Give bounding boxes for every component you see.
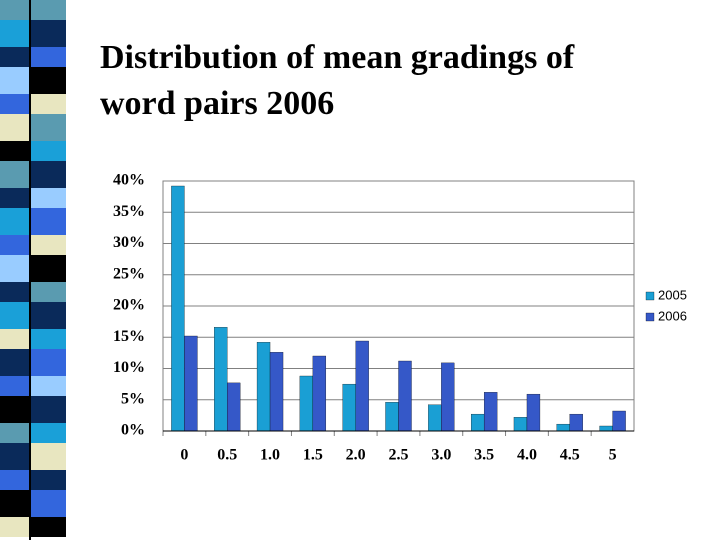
strip-block [0, 235, 30, 255]
strip-block [0, 0, 30, 20]
bar [556, 423, 570, 432]
strip-block [0, 141, 30, 161]
bar [385, 402, 399, 432]
strip-block [0, 302, 30, 329]
strip-block [0, 67, 30, 94]
legend-label: 2005 [658, 287, 687, 302]
strip-block [0, 47, 30, 67]
strip-block [0, 349, 30, 376]
strip-block [0, 443, 30, 470]
y-tick-label: 15% [113, 328, 145, 345]
strip-block [0, 161, 30, 188]
x-tick-label: 3.0 [431, 447, 451, 464]
y-tick-label: 10% [113, 359, 145, 376]
bar [526, 393, 541, 432]
legend-label: 2006 [658, 308, 687, 323]
bar [184, 335, 198, 432]
y-tick-label: 0% [121, 422, 145, 439]
x-tick-label: 4.5 [560, 447, 580, 464]
bar [355, 340, 369, 432]
x-tick-label: 5 [609, 447, 617, 464]
bar [227, 382, 241, 432]
bar [441, 362, 455, 432]
y-tick-label: 25% [113, 265, 145, 282]
y-tick-label: 5% [121, 390, 145, 407]
bar [612, 410, 626, 432]
strip-block [0, 282, 30, 302]
legend-swatch [645, 312, 655, 322]
bar [569, 413, 583, 432]
y-tick-label: 40% [113, 172, 145, 189]
x-tick-label: 3.5 [474, 447, 494, 464]
strip-block [0, 114, 30, 141]
x-tick-label: 0 [180, 447, 188, 464]
x-tick-label: 1.0 [260, 447, 280, 464]
strip-block [0, 255, 30, 282]
bar [483, 392, 498, 432]
x-tick-label: 1.5 [303, 447, 323, 464]
bar [299, 375, 314, 432]
bar [342, 383, 356, 432]
y-tick-label: 20% [113, 297, 145, 314]
bar [428, 404, 442, 432]
x-tick-label: 2.5 [389, 447, 409, 464]
strip-block [0, 490, 30, 517]
x-tick-label: 2.0 [346, 447, 366, 464]
y-tick-label: 35% [113, 203, 145, 220]
bar [269, 352, 284, 432]
bar [171, 185, 185, 432]
decorative-strip [0, 0, 66, 540]
strip-block [0, 517, 30, 537]
bar [214, 327, 228, 432]
legend-swatch [645, 291, 655, 301]
strip-block [0, 376, 30, 396]
x-tick-label: 4.0 [517, 447, 537, 464]
x-tick-label: 0.5 [217, 447, 237, 464]
strip-block [0, 423, 30, 443]
bar [599, 425, 613, 432]
strip-block [0, 20, 30, 47]
strip-block [0, 396, 30, 423]
strip-block [0, 208, 30, 235]
strip-block [0, 470, 30, 490]
chart-title: Distribution of mean gradings of word pai… [100, 39, 575, 122]
bar [398, 360, 412, 432]
y-tick-label: 30% [113, 234, 145, 251]
bar [470, 413, 485, 432]
bar [513, 417, 528, 432]
strip-block [0, 329, 30, 349]
strip-block [0, 188, 30, 208]
strip-block [0, 94, 30, 114]
bar [256, 342, 271, 432]
bar [312, 355, 327, 432]
